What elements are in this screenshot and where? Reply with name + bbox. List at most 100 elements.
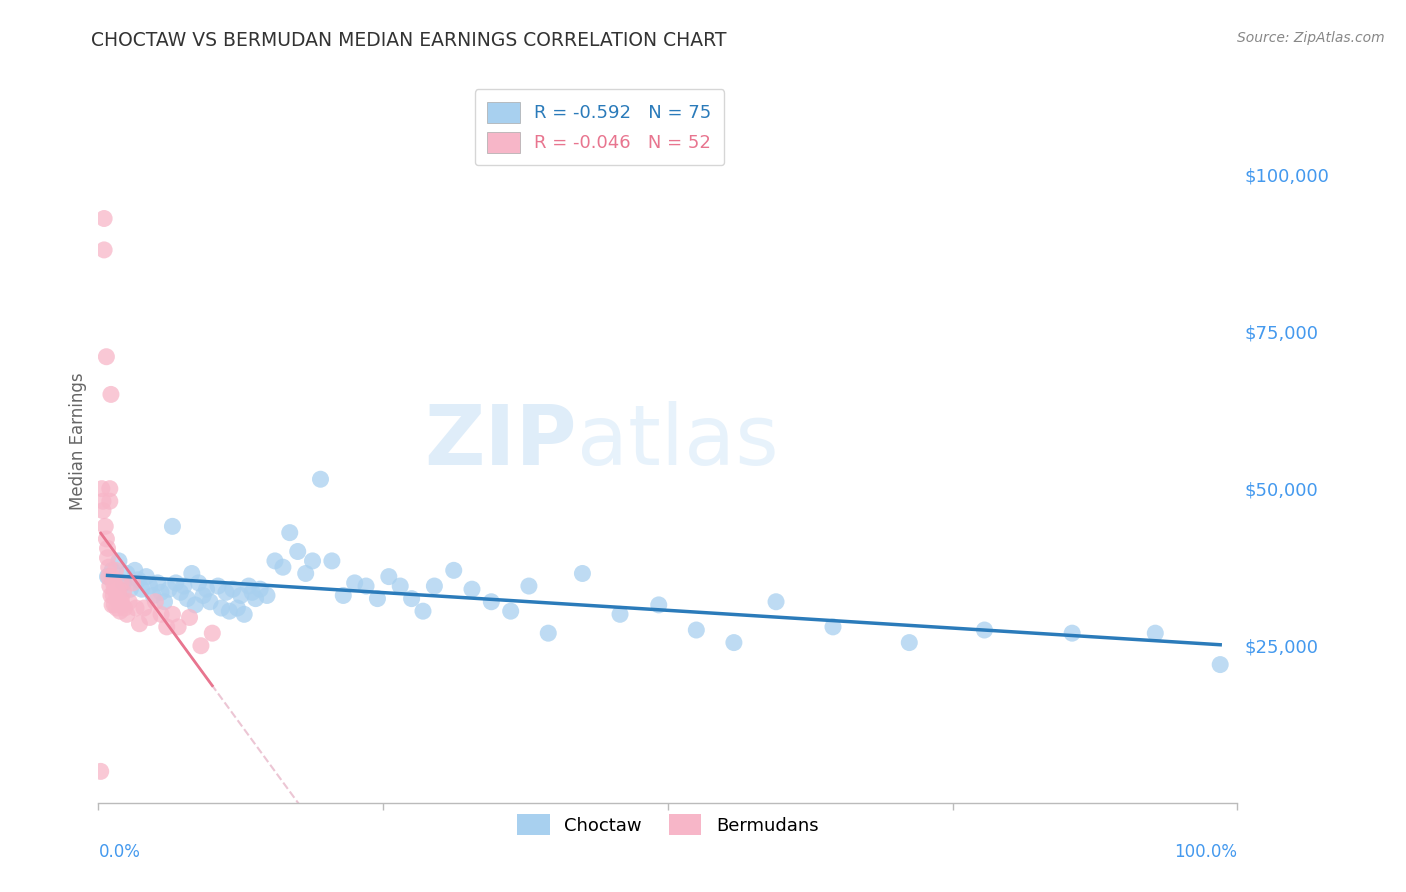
Text: CHOCTAW VS BERMUDAN MEDIAN EARNINGS CORRELATION CHART: CHOCTAW VS BERMUDAN MEDIAN EARNINGS CORR…	[91, 31, 727, 50]
Point	[114, 601, 136, 615]
Point	[287, 544, 309, 558]
Point	[401, 591, 423, 606]
Point	[215, 585, 238, 599]
Point	[821, 620, 844, 634]
Point	[256, 589, 278, 603]
Point	[132, 601, 155, 615]
Point	[332, 589, 354, 603]
Point	[138, 579, 160, 593]
Point	[93, 211, 115, 226]
Point	[96, 532, 118, 546]
Point	[180, 566, 202, 581]
Point	[103, 575, 125, 590]
Point	[245, 591, 267, 606]
Point	[193, 589, 215, 603]
Text: ZIP: ZIP	[425, 401, 576, 482]
Point	[118, 595, 141, 609]
Point	[233, 607, 256, 622]
Point	[249, 582, 271, 597]
Point	[111, 598, 134, 612]
Point	[96, 541, 118, 556]
Point	[108, 554, 131, 568]
Point	[301, 554, 323, 568]
Text: 0.0%: 0.0%	[98, 843, 141, 861]
Text: atlas: atlas	[576, 401, 779, 482]
Point	[222, 582, 245, 597]
Point	[115, 566, 138, 581]
Point	[90, 764, 112, 779]
Point	[201, 626, 224, 640]
Point	[131, 582, 153, 597]
Point	[343, 575, 366, 590]
Point	[101, 569, 124, 583]
Point	[145, 595, 167, 609]
Point	[105, 601, 128, 615]
Point	[229, 589, 252, 603]
Point	[125, 601, 148, 615]
Point	[190, 639, 212, 653]
Point	[1209, 657, 1232, 672]
Point	[97, 560, 120, 574]
Point	[354, 579, 377, 593]
Point	[108, 604, 131, 618]
Point	[138, 610, 160, 624]
Point	[195, 582, 218, 597]
Point	[104, 563, 127, 577]
Point	[162, 607, 184, 622]
Point	[110, 575, 132, 590]
Point	[294, 566, 316, 581]
Point	[108, 582, 131, 597]
Point	[443, 563, 465, 577]
Point	[271, 560, 294, 574]
Point	[609, 607, 631, 622]
Point	[93, 243, 115, 257]
Point	[101, 598, 124, 612]
Point	[162, 519, 184, 533]
Point	[378, 569, 401, 583]
Point	[366, 591, 388, 606]
Point	[96, 569, 118, 583]
Point	[187, 575, 209, 590]
Point	[156, 620, 179, 634]
Point	[173, 579, 195, 593]
Point	[240, 585, 263, 599]
Point	[105, 589, 128, 603]
Point	[91, 503, 114, 517]
Point	[517, 579, 540, 593]
Point	[98, 579, 121, 593]
Point	[176, 591, 198, 606]
Point	[648, 598, 671, 612]
Point	[499, 604, 522, 618]
Legend: Choctaw, Bermudans: Choctaw, Bermudans	[505, 802, 831, 848]
Point	[94, 519, 117, 533]
Point	[97, 569, 120, 583]
Point	[96, 550, 118, 565]
Point	[571, 566, 593, 581]
Point	[685, 623, 707, 637]
Point	[321, 554, 343, 568]
Point	[309, 472, 332, 486]
Point	[167, 620, 190, 634]
Point	[1144, 626, 1167, 640]
Point	[150, 607, 173, 622]
Point	[96, 350, 118, 364]
Point	[973, 623, 995, 637]
Point	[135, 569, 157, 583]
Point	[479, 595, 502, 609]
Point	[98, 494, 121, 508]
Point	[537, 626, 560, 640]
Point	[157, 582, 180, 597]
Point	[412, 604, 434, 618]
Point	[218, 604, 240, 618]
Point	[103, 598, 125, 612]
Point	[104, 579, 127, 593]
Point	[90, 482, 112, 496]
Point	[121, 575, 143, 590]
Point	[461, 582, 484, 597]
Point	[100, 589, 122, 603]
Y-axis label: Median Earnings: Median Earnings	[69, 373, 87, 510]
Point	[103, 582, 125, 597]
Point	[264, 554, 287, 568]
Point	[184, 598, 207, 612]
Point	[209, 601, 232, 615]
